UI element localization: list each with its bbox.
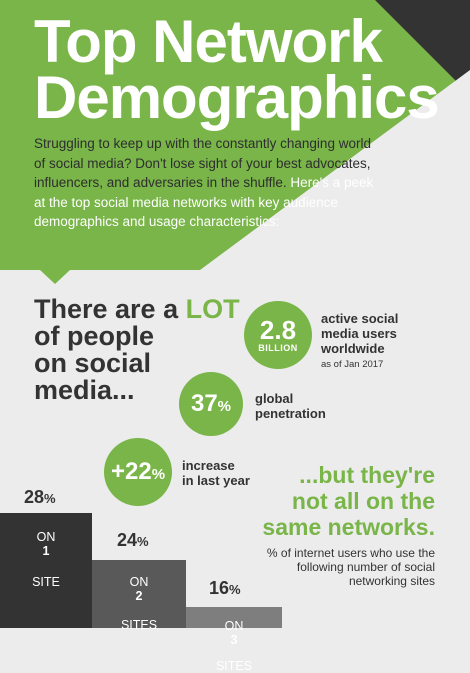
stat-label-line: worldwide: [321, 341, 385, 356]
bar-pct: %: [44, 491, 56, 506]
stat-label-line: penetration: [255, 406, 326, 421]
bar-pct: %: [137, 534, 149, 549]
stat-label-line: media users: [321, 326, 397, 341]
stat-label-penetration: global penetration: [255, 391, 375, 421]
bar-percent-label: 28%: [24, 487, 56, 508]
stat-label-increase: increase in last year: [182, 458, 302, 488]
bar-percent-label: 16%: [209, 578, 241, 599]
background-shapes: [0, 0, 470, 284]
bar-value: 28: [24, 487, 45, 507]
intro-text: Struggling to keep up with the constantl…: [34, 136, 371, 190]
stat-unit: %: [151, 466, 166, 483]
bar-count: 1: [42, 544, 50, 558]
stat-circle-users: 2.8 BILLION: [244, 301, 312, 369]
stat-label-line: in last year: [182, 473, 250, 488]
networks-line: ...but they're: [299, 462, 435, 488]
title-line: Demographics: [34, 64, 440, 131]
bar-prefix: ON: [129, 575, 149, 589]
lot-accent: LOT: [185, 294, 240, 324]
title-line: Top Network: [34, 8, 383, 75]
header-pointer-triangle: [40, 270, 70, 284]
stat-unit: %: [217, 398, 232, 415]
header-diagonal-cut: [200, 70, 470, 270]
bar-value: 16: [209, 578, 230, 598]
bar-suffix: SITES: [215, 659, 253, 673]
stat-circle-penetration: 37%: [179, 372, 243, 436]
stat-label-line: active social: [321, 311, 399, 326]
lot-line: media...: [34, 375, 135, 405]
stat-label-users: active social media users worldwide as o…: [321, 311, 451, 372]
stat-value: 37: [190, 390, 218, 417]
bar-count: 3: [230, 633, 238, 647]
lot-heading: There are a LOT of people on social medi…: [34, 296, 244, 404]
bar-pct: %: [229, 582, 241, 597]
stat-value: 2.8: [259, 314, 297, 345]
bar-suffix: SITE: [32, 575, 60, 589]
bar-one-site: ON 1 SITE: [0, 513, 92, 628]
stat-label-line: increase: [182, 458, 235, 473]
lot-line: on social: [34, 348, 152, 378]
intro-highlight: Here's a peek at the top social media ne…: [34, 175, 374, 229]
bar-value: 24: [117, 530, 138, 550]
stat-value: +22: [110, 458, 152, 485]
networks-heading: ...but they're not all on the same netwo…: [235, 462, 435, 540]
bar-suffix: SITES: [120, 618, 158, 632]
lot-line: of people: [34, 321, 154, 351]
networks-line: same networks.: [262, 514, 435, 540]
bar-percent-label: 24%: [117, 530, 149, 551]
lot-prefix: There are a: [34, 294, 179, 324]
stat-label-line: global: [255, 391, 294, 406]
networks-note: % of internet users who use the followin…: [266, 546, 435, 588]
networks-line: not all on the: [291, 488, 435, 514]
stat-unit: BILLION: [258, 342, 298, 353]
bar-three-sites: ON 3 SITES: [186, 607, 282, 673]
page-title: Top Network Demographics: [34, 8, 454, 131]
stat-sub: as of Jan 2017: [321, 359, 384, 370]
bar-two-sites: ON 2 SITES: [92, 560, 186, 632]
stat-circle-increase: +22%: [104, 438, 172, 506]
bar-prefix: ON: [224, 619, 244, 633]
bar-prefix: ON: [36, 530, 56, 544]
dark-corner-triangle: [375, 0, 470, 95]
bar-count: 2: [135, 589, 143, 603]
intro-paragraph: Struggling to keep up with the constantl…: [34, 134, 379, 232]
